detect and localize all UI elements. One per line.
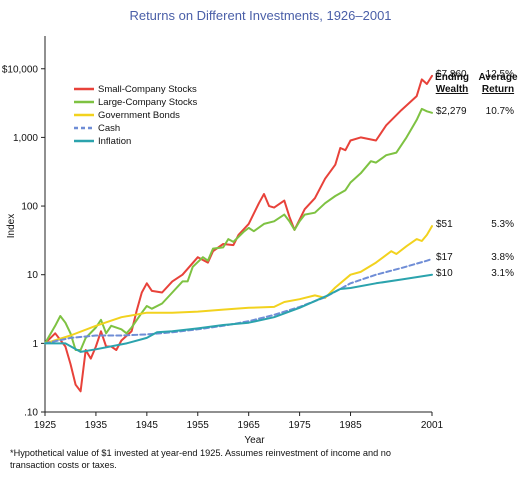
- average-return-value: 5.3%: [491, 219, 514, 231]
- x-axis-label: Year: [244, 435, 265, 446]
- legend-label: Cash: [98, 123, 121, 134]
- legend-swatch: [74, 126, 94, 130]
- average-return-value: 3.8%: [491, 251, 514, 263]
- legend-swatch: [74, 87, 94, 91]
- x-tick-label: 1925: [34, 420, 57, 431]
- average-return-value: 3.1%: [491, 267, 514, 279]
- ending-wealth-value: $7,860: [436, 68, 467, 80]
- x-tick-label: 2001: [421, 420, 444, 431]
- legend-swatch: [74, 100, 94, 104]
- ending-wealth-header-line1: Ending: [435, 72, 469, 83]
- x-tick-label: 1945: [136, 420, 159, 431]
- legend-label: Small-Company Stocks: [98, 84, 197, 95]
- chart-title: Returns on Different Investments, 1926–2…: [129, 8, 392, 23]
- x-tick-label: 1965: [238, 420, 261, 431]
- y-tick-label: 1,000: [13, 133, 38, 144]
- ending-wealth-header-line2: Wealth: [435, 84, 469, 95]
- average-return-value: 10.7%: [485, 105, 514, 117]
- series-line-inflation: [44, 273, 433, 353]
- legend-swatch: [74, 139, 94, 143]
- ending-wealth-header: Ending Wealth: [430, 72, 474, 96]
- average-return-value: 12.5%: [485, 68, 514, 80]
- ending-wealth-value: $2,279: [436, 105, 467, 117]
- y-tick-label: 1: [32, 339, 38, 350]
- series-line-cash: [44, 257, 433, 345]
- series-line-large-company-stocks: [44, 107, 433, 351]
- legend-label: Government Bonds: [98, 110, 180, 121]
- y-tick-label: 100: [21, 202, 38, 213]
- footnote: *Hypothetical value of $1 invested at ye…: [10, 448, 391, 470]
- ending-wealth-value: $51: [436, 219, 453, 231]
- y-tick-label: .10: [24, 408, 38, 419]
- legend-label: Inflation: [98, 136, 132, 147]
- legend-label: Large-Company Stocks: [98, 97, 198, 108]
- y-axis-label: Index: [6, 214, 17, 238]
- x-tick-label: 1985: [339, 420, 362, 431]
- x-tick-label: 1975: [288, 420, 311, 431]
- series-line-small-company-stocks: [44, 74, 433, 393]
- ending-wealth-value: $10: [436, 267, 453, 279]
- average-return-header-line2: Return: [481, 84, 515, 95]
- x-tick-label: 1935: [85, 420, 108, 431]
- y-tick-label: 10: [27, 270, 39, 281]
- legend-swatch: [74, 113, 94, 117]
- average-return-header: Average Return: [476, 72, 520, 96]
- average-return-header-line1: Average: [478, 72, 518, 83]
- ending-wealth-value: $17: [436, 251, 453, 263]
- y-tick-label: $10,000: [2, 64, 39, 75]
- series-line-government-bonds: [44, 225, 433, 345]
- x-tick-label: 1955: [187, 420, 210, 431]
